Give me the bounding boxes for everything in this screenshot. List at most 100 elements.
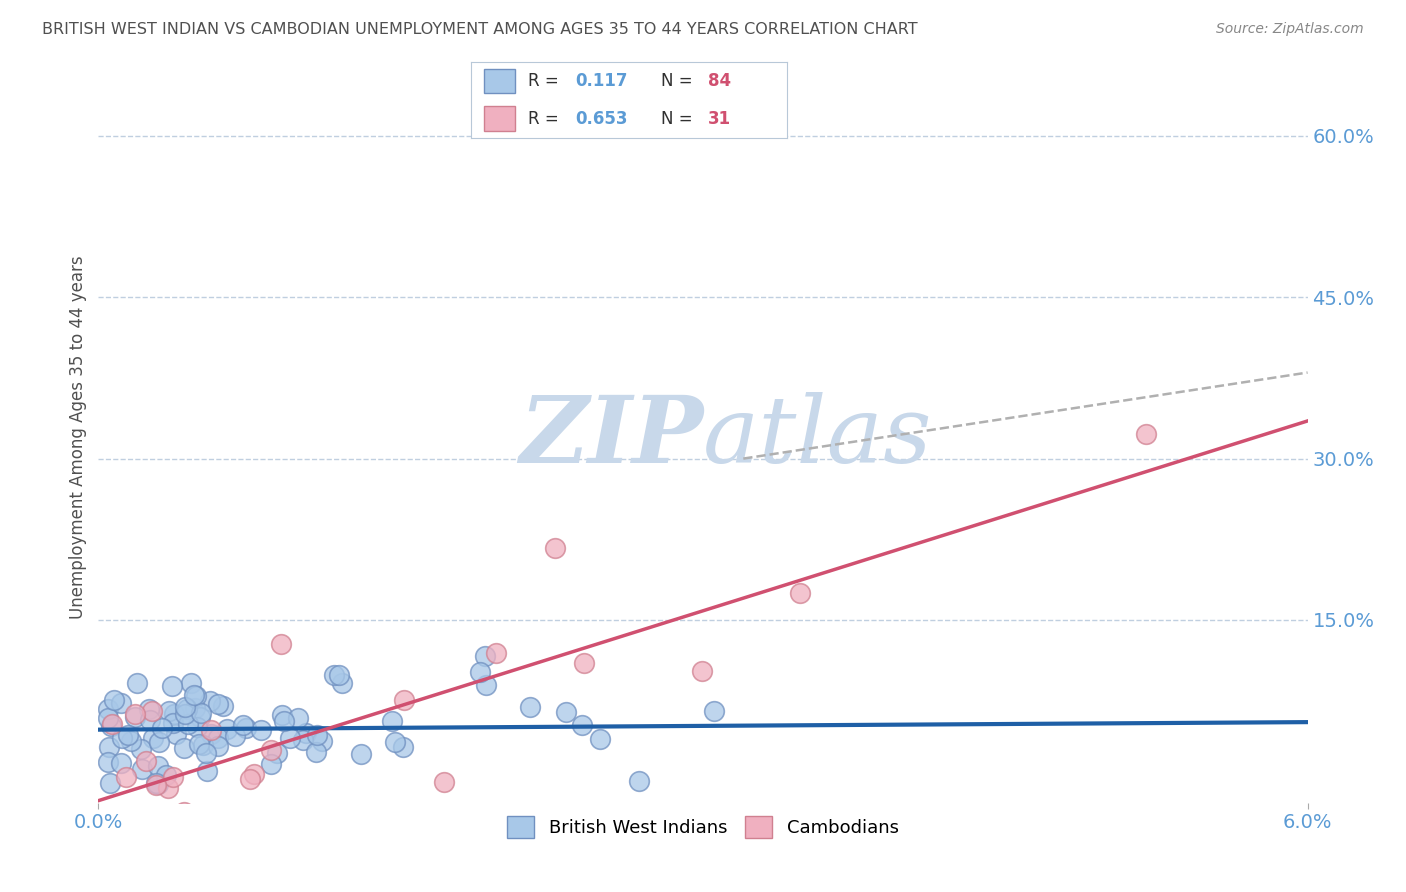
Point xyxy=(111,731,134,745)
Point xyxy=(195,764,218,779)
Point xyxy=(627,774,650,789)
Point xyxy=(124,706,146,721)
Point xyxy=(200,723,222,738)
Point xyxy=(274,883,297,892)
Point xyxy=(475,678,498,692)
Point xyxy=(142,731,165,745)
Point xyxy=(110,756,132,770)
Point xyxy=(305,728,328,742)
Point xyxy=(117,728,139,742)
Text: 0.117: 0.117 xyxy=(575,71,628,89)
Point xyxy=(433,775,456,789)
Point xyxy=(311,733,333,747)
Text: Source: ZipAtlas.com: Source: ZipAtlas.com xyxy=(1216,22,1364,37)
Point xyxy=(384,734,406,748)
Point xyxy=(270,637,292,651)
Point xyxy=(544,541,567,556)
Point xyxy=(162,716,184,731)
Point xyxy=(145,778,167,792)
Point xyxy=(207,698,229,712)
Point xyxy=(120,733,142,747)
Point xyxy=(470,665,492,679)
Point xyxy=(97,702,120,716)
Point xyxy=(235,721,257,735)
Text: 31: 31 xyxy=(709,110,731,128)
FancyBboxPatch shape xyxy=(484,69,516,93)
Point xyxy=(1135,427,1157,442)
Point xyxy=(103,693,125,707)
Y-axis label: Unemployment Among Ages 35 to 44 years: Unemployment Among Ages 35 to 44 years xyxy=(69,255,87,619)
Point xyxy=(177,717,200,731)
Point xyxy=(789,585,811,599)
Point xyxy=(195,839,218,854)
Point xyxy=(266,746,288,760)
Point xyxy=(212,698,235,713)
Point xyxy=(101,717,124,731)
Point xyxy=(194,746,217,760)
Point xyxy=(485,646,508,660)
Point xyxy=(589,731,612,746)
Point xyxy=(571,718,593,732)
Point xyxy=(162,771,184,785)
Text: 0.653: 0.653 xyxy=(575,110,628,128)
Point xyxy=(173,740,195,755)
Point xyxy=(350,747,373,761)
Point xyxy=(160,679,183,693)
Point xyxy=(239,772,262,787)
Point xyxy=(249,723,271,737)
Point xyxy=(145,775,167,789)
Point xyxy=(391,739,413,754)
Point xyxy=(98,740,121,755)
Point xyxy=(305,745,328,759)
Point xyxy=(131,762,153,776)
Point xyxy=(139,713,162,727)
Point xyxy=(260,743,283,757)
Point xyxy=(187,737,209,751)
Point xyxy=(100,776,122,790)
Point xyxy=(184,690,207,704)
Point xyxy=(148,735,170,749)
Point xyxy=(97,755,120,769)
Point xyxy=(174,845,197,859)
Point xyxy=(100,719,122,733)
Point xyxy=(572,656,595,670)
Point xyxy=(198,694,221,708)
Point xyxy=(207,731,229,746)
Point xyxy=(200,727,222,741)
Point xyxy=(176,855,198,870)
Point xyxy=(165,824,187,838)
Point xyxy=(155,768,177,782)
Text: R =: R = xyxy=(529,71,564,89)
Point xyxy=(183,689,205,703)
Point xyxy=(115,825,138,839)
Point xyxy=(328,667,350,681)
Point xyxy=(127,676,149,690)
Point xyxy=(224,729,246,743)
Point xyxy=(474,649,496,664)
Point xyxy=(270,707,292,722)
Point xyxy=(165,727,187,741)
Point xyxy=(188,710,211,724)
Point xyxy=(292,732,315,747)
Point xyxy=(180,676,202,690)
Point xyxy=(190,706,212,721)
Point xyxy=(124,710,146,724)
Point xyxy=(98,822,121,836)
Point xyxy=(186,721,208,735)
Point xyxy=(242,766,264,780)
Legend: British West Indians, Cambodians: British West Indians, Cambodians xyxy=(501,808,905,845)
Point xyxy=(129,742,152,756)
Point xyxy=(176,702,198,716)
FancyBboxPatch shape xyxy=(484,106,516,130)
Point xyxy=(131,836,153,850)
Point xyxy=(232,718,254,732)
Point xyxy=(135,754,157,768)
Text: BRITISH WEST INDIAN VS CAMBODIAN UNEMPLOYMENT AMONG AGES 35 TO 44 YEARS CORRELAT: BRITISH WEST INDIAN VS CAMBODIAN UNEMPLO… xyxy=(42,22,918,37)
Point xyxy=(555,705,578,719)
Point xyxy=(141,705,163,719)
Point xyxy=(138,702,160,716)
Point xyxy=(97,711,120,725)
Point xyxy=(323,667,346,681)
Text: atlas: atlas xyxy=(703,392,932,482)
Point xyxy=(146,759,169,773)
